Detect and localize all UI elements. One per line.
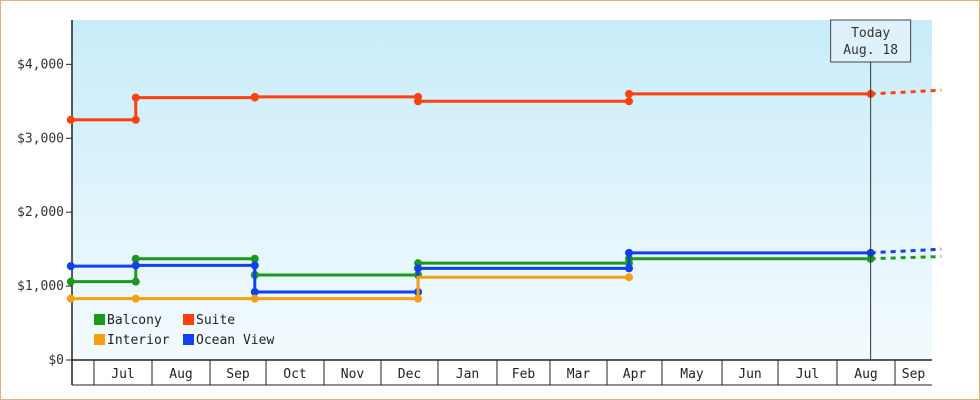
x-tick-label: Aug (854, 367, 877, 382)
data-point (414, 97, 423, 106)
data-point (625, 89, 633, 98)
x-tick-label: Apr (623, 367, 647, 382)
data-point (625, 248, 633, 257)
data-point (131, 115, 140, 124)
x-tick-label: Nov (341, 367, 365, 382)
plot-area (72, 20, 932, 360)
series-projection (870, 247, 942, 255)
series-projection (870, 255, 942, 261)
x-tick-label: Jul (796, 367, 819, 382)
legend-label: Ocean View (196, 333, 274, 348)
x-tick-label: Sep (226, 367, 250, 382)
data-point (414, 294, 423, 303)
legend: Balcony Suite Interior Ocean View (94, 313, 274, 348)
y-tick-label: $4,000 (17, 57, 64, 72)
data-point (66, 277, 75, 286)
data-point (131, 93, 140, 102)
y-tick-label: $2,000 (17, 205, 64, 220)
data-point (131, 294, 140, 303)
legend-swatch (94, 334, 105, 345)
data-point (131, 261, 140, 270)
x-tick-label: Mar (567, 367, 591, 382)
legend-swatch (183, 334, 194, 345)
legend-label: Balcony (107, 313, 162, 328)
y-tick-label: $1,000 (17, 279, 64, 294)
data-point (66, 262, 75, 271)
x-tick-label: Aug (169, 367, 192, 382)
legend-label: Suite (196, 313, 235, 328)
data-point (625, 273, 633, 282)
y-tick-label: $3,000 (17, 131, 64, 146)
data-point (250, 261, 259, 270)
series-line (70, 275, 629, 301)
today-marker: Today Aug. 18 (830, 19, 912, 360)
legend-swatch (183, 314, 194, 325)
data-point (66, 115, 75, 124)
series-layer (66, 88, 942, 303)
legend-label: Interior (107, 333, 170, 348)
series-ocean-view (66, 247, 942, 296)
x-tick-label: Jul (111, 367, 134, 382)
x-tick-label: Jun (738, 367, 761, 382)
x-tick-label: Dec (398, 367, 421, 382)
data-point (414, 264, 423, 273)
x-tick-label: Sep (902, 367, 926, 382)
x-tick-label: Oct (283, 367, 306, 382)
data-point (250, 294, 259, 303)
data-point (131, 254, 140, 263)
today-box (830, 19, 912, 63)
data-point (250, 92, 259, 101)
y-axis: $0 $1,000 $2,000 $3,000 $4,000 (17, 20, 73, 385)
x-axis: Jul Aug Sep Oct Nov Dec Jan Feb Mar Apr May Jun Jul A… (72, 359, 932, 386)
data-point (625, 264, 633, 273)
x-tick-label: Jan (456, 367, 479, 382)
data-point (250, 288, 259, 296)
series-interior (66, 273, 633, 303)
today-label: Today (851, 26, 890, 41)
data-point (66, 294, 75, 303)
series-projection (870, 88, 942, 96)
data-point (250, 254, 259, 263)
legend-swatch (94, 314, 105, 325)
series-suite (66, 88, 942, 124)
today-date: Aug. 18 (843, 43, 898, 58)
x-tick-label: Feb (512, 367, 536, 382)
data-point (131, 277, 140, 286)
x-tick-label: May (680, 367, 704, 382)
data-point (625, 97, 633, 106)
y-tick-label: $0 (48, 353, 64, 368)
